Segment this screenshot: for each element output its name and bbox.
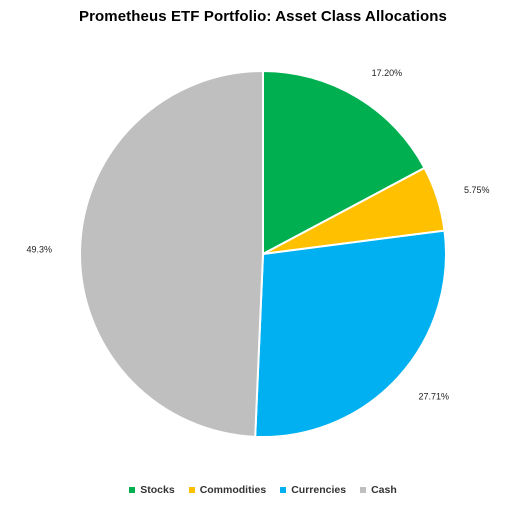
pie-slice-stocks	[262, 69, 426, 256]
pie-slice-cash	[79, 69, 264, 438]
legend-swatch-cash	[360, 487, 367, 493]
pie-slice-currencies	[254, 229, 447, 438]
pie-slices	[79, 69, 447, 438]
legend-item-currencies: Currencies	[280, 484, 346, 496]
legend-item-stocks: Stocks	[129, 484, 175, 496]
legend-swatch-commodities	[188, 487, 195, 493]
legend-label-stocks: Stocks	[140, 484, 175, 496]
legend-label-commodities: Commodities	[199, 484, 267, 496]
data-label-currencies: 27.71%	[418, 392, 449, 402]
legend-swatch-stocks	[129, 487, 136, 493]
data-label-stocks: 17.20%	[372, 68, 403, 78]
data-label-commodities: 5.75%	[464, 185, 490, 195]
legend-label-cash: Cash	[371, 484, 397, 496]
legend-item-cash: Cash	[360, 484, 397, 496]
chart-title: Prometheus ETF Portfolio: Asset Class Al…	[78, 8, 448, 25]
chart-legend: Stocks Commodities Currencies Cash	[0, 484, 526, 496]
legend-item-commodities: Commodities	[188, 484, 267, 496]
legend-label-currencies: Currencies	[291, 484, 347, 496]
pie-data-labels: 17.20% 5.75% 27.71% 49.3%	[27, 68, 490, 402]
legend-swatch-currencies	[280, 487, 287, 493]
data-label-cash: 49.3%	[27, 244, 53, 254]
